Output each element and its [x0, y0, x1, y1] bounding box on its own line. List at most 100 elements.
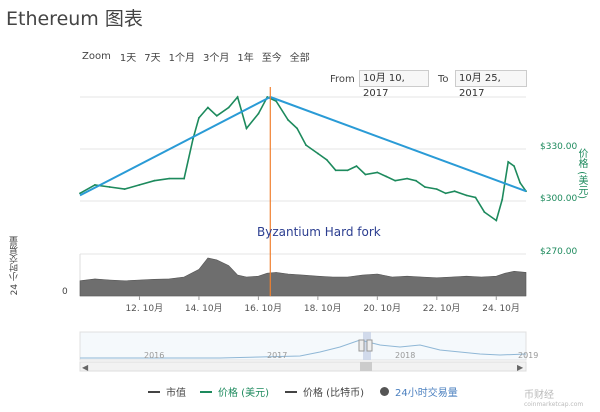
scroll-right-arrow-icon[interactable]: ▶	[517, 363, 524, 372]
price-point	[317, 152, 319, 155]
legend-item-market-cap[interactable]: 市值	[148, 384, 186, 399]
zoom-button-1m[interactable]: 1个月	[168, 53, 195, 64]
legend-label: 价格 (美元)	[218, 388, 269, 399]
price-point	[227, 106, 230, 109]
price-point	[364, 173, 367, 176]
price-point	[334, 169, 337, 172]
navigator-year-label: 2019	[518, 351, 538, 360]
price-point	[287, 119, 289, 121]
date-tick-label: 12. 10月	[125, 303, 163, 314]
price-point	[415, 179, 417, 182]
zoom-label: Zoom	[82, 51, 111, 62]
price-point	[507, 161, 510, 163]
legend-label: 价格 (比特币)	[303, 388, 364, 399]
price-point	[257, 112, 260, 115]
price-point	[183, 177, 186, 180]
price-usd-line	[79, 95, 527, 222]
price-point	[192, 138, 194, 140]
price-point	[168, 177, 171, 180]
price-tick-label: $270.00	[540, 247, 577, 257]
price-point	[474, 196, 477, 199]
watermark-subtext: coinmarketcap.com	[524, 401, 584, 408]
price-point	[513, 165, 515, 168]
price-axis-title: 价格 (美元)	[576, 148, 587, 199]
line-icon	[285, 390, 297, 393]
price-point	[465, 194, 468, 197]
price-point	[325, 158, 328, 161]
price-point	[275, 100, 278, 103]
axis-ticks: 12. 10月 14. 10月 16. 10月 18. 10月 20. 10月 22. 1…	[125, 296, 520, 314]
date-tick-label: 24. 10月	[482, 303, 520, 314]
price-point	[79, 192, 81, 195]
price-point	[245, 127, 248, 130]
price-point	[355, 165, 358, 168]
watermark-logo: 币财经 coinmarketcap.com	[524, 386, 583, 408]
legend-item-price-usd[interactable]: 价格 (美元)	[200, 384, 269, 399]
price-point	[138, 184, 141, 186]
zoom-button-1d[interactable]: 1天	[119, 53, 137, 64]
price-point	[346, 169, 349, 172]
price-point	[207, 106, 209, 109]
zoom-button-7d[interactable]: 7天	[144, 53, 161, 64]
price-chart[interactable]: 12. 10月 14. 10月 16. 10月 18. 10月 20. 10月 22. 1…	[0, 0, 600, 384]
from-date-input[interactable]: 10月 10, 2017	[359, 70, 429, 99]
price-tick-label: $300.00	[540, 194, 577, 204]
price-point	[296, 127, 298, 130]
to-label: To	[438, 74, 449, 85]
price-point	[123, 188, 126, 191]
price-point	[483, 211, 486, 214]
fork-annotation: Byzantium Hard fork	[257, 225, 381, 239]
scrollbar-track[interactable]	[79, 361, 527, 372]
legend-item-price-btc[interactable]: 价格 (比特币)	[285, 384, 364, 399]
zoom-button-1y[interactable]: 1年	[237, 53, 254, 64]
date-tick-label: 22. 10月	[423, 303, 461, 314]
price-point	[519, 181, 521, 184]
zoom-button-all[interactable]: 全部	[289, 53, 310, 64]
date-tick-label: 20. 10月	[363, 303, 401, 314]
zoom-button-ytd[interactable]: 至今	[261, 53, 282, 64]
price-point	[501, 198, 504, 201]
price-point	[94, 184, 96, 186]
price-point	[198, 117, 200, 119]
date-tick-label: 18. 10月	[304, 303, 342, 314]
price-point	[215, 114, 218, 117]
navigator-handle-right[interactable]	[366, 339, 373, 352]
price-series	[79, 95, 527, 222]
to-date-input[interactable]: 10月 25, 2017	[455, 70, 527, 99]
price-point	[394, 179, 397, 182]
price-point	[236, 96, 239, 98]
scroll-left-arrow-icon[interactable]: ◀	[82, 363, 89, 372]
navigator-year-label: 2016	[144, 351, 164, 360]
volume-area	[79, 257, 527, 297]
trend-line	[269, 96, 527, 193]
page-title: Ethereum 图表	[6, 8, 143, 30]
watermark-text: 币财经	[524, 390, 554, 401]
legend-label: 市值	[166, 388, 186, 399]
price-point	[453, 190, 456, 193]
price-point	[385, 175, 388, 178]
legend-item-volume[interactable]: 24小时交易量	[380, 384, 458, 399]
price-point	[376, 171, 379, 174]
line-icon	[148, 390, 160, 393]
volume-series-area	[79, 257, 527, 297]
navigator[interactable]: 2016 2017 2018 2019 ◀ ▶	[79, 331, 538, 372]
price-point	[406, 177, 408, 180]
zoom-button-3m[interactable]: 3个月	[202, 53, 230, 64]
date-tick-label: 14. 10月	[185, 303, 223, 314]
navigator-handle-left[interactable]	[358, 339, 365, 352]
price-point	[495, 219, 498, 222]
circle-icon	[380, 387, 389, 396]
line-icon	[200, 390, 212, 393]
scrollbar-thumb[interactable]	[360, 362, 372, 371]
price-tick-label: $330.00	[540, 142, 577, 152]
legend-label: 24小时交易量	[395, 388, 458, 399]
price-point	[153, 179, 156, 182]
navigator-year-label: 2018	[395, 351, 415, 360]
price-point	[305, 144, 307, 147]
trend-line	[79, 96, 271, 197]
price-point	[444, 192, 447, 195]
from-label: From	[330, 74, 355, 85]
navigator-year-label: 2017	[267, 351, 287, 360]
trend-lines	[79, 96, 527, 197]
chart-gridlines	[79, 96, 526, 297]
